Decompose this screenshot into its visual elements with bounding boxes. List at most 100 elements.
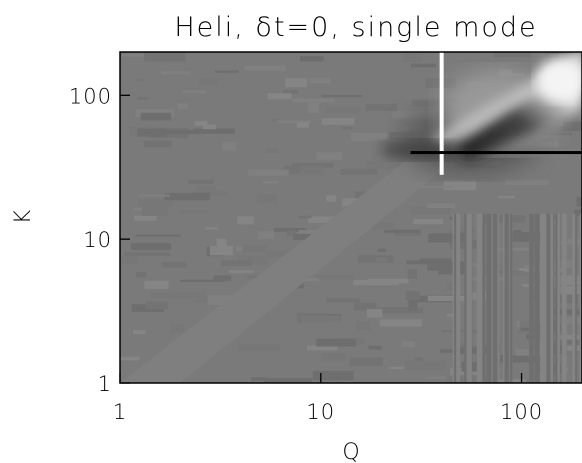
plot-area: [120, 52, 582, 383]
texture-patch: [440, 349, 456, 353]
texture-stripe: [544, 213, 547, 383]
texture-patch: [134, 215, 157, 221]
texture-patch: [271, 118, 281, 123]
texture-patch: [267, 93, 292, 100]
texture-patch: [401, 341, 416, 347]
texture-patch: [298, 215, 312, 219]
texture-patch: [165, 129, 200, 135]
texture-patch: [375, 257, 387, 263]
texture-stripe: [549, 213, 554, 383]
texture-patch: [544, 118, 579, 122]
heatmap-resonance-region: [380, 52, 582, 175]
texture-patch: [140, 112, 172, 121]
texture-patch: [312, 370, 354, 381]
texture-stripe: [494, 213, 498, 383]
texture-patch: [178, 103, 189, 110]
texture-patch: [523, 141, 560, 148]
texture-patch: [188, 179, 214, 184]
texture-patch: [296, 122, 310, 128]
texture-patch: [300, 315, 341, 323]
texture-patch: [214, 70, 239, 73]
texture-patch: [196, 186, 216, 192]
texture-patch: [161, 71, 190, 75]
texture-patch: [137, 97, 149, 100]
texture-patch: [554, 339, 582, 345]
texture-stripe: [540, 213, 545, 383]
texture-stripe: [579, 213, 582, 383]
texture-patch: [404, 360, 446, 370]
texture-patch: [277, 120, 311, 124]
texture-patch: [133, 79, 146, 82]
texture-patch: [368, 345, 382, 350]
texture-patch: [342, 127, 353, 130]
texture-patch: [264, 378, 312, 383]
texture-patch: [402, 53, 423, 62]
texture-patch: [292, 98, 335, 103]
texture-patch: [366, 161, 405, 170]
texture-patch: [138, 194, 170, 197]
texture-patch: [145, 301, 169, 310]
texture-stripe: [479, 213, 483, 383]
texture-patch: [505, 179, 550, 185]
texture-patch: [493, 52, 532, 58]
heatmap-texture: [120, 52, 582, 383]
texture-patch: [285, 78, 308, 88]
texture-patch: [362, 222, 395, 230]
texture-stripe: [486, 213, 492, 383]
texture-patch: [237, 216, 254, 225]
texture-patch: [143, 140, 172, 148]
texture-patch: [365, 104, 398, 112]
texture-patch: [205, 227, 218, 230]
texture-patch: [412, 99, 439, 107]
texture-patch: [342, 380, 354, 383]
texture-patch: [237, 255, 268, 265]
texture-patch: [170, 323, 185, 333]
texture-patch: [512, 64, 554, 74]
texture-patch: [383, 230, 421, 233]
texture-patch: [248, 169, 289, 176]
texture-patch: [477, 270, 524, 274]
texture-patch: [576, 196, 582, 207]
texture-patch: [574, 209, 582, 216]
texture-patch: [150, 292, 185, 298]
y-axis-label: K: [11, 209, 36, 224]
texture-patch: [316, 338, 356, 347]
texture-patch: [209, 246, 233, 256]
texture-patch: [207, 295, 237, 306]
texture-stripe: [510, 213, 513, 383]
texture-patch: [515, 349, 553, 356]
texture-patch: [563, 121, 582, 131]
texture-patch: [519, 321, 537, 328]
texture-patch: [133, 330, 146, 335]
texture-patch: [355, 321, 372, 331]
texture-patch: [283, 166, 300, 174]
texture-patch: [286, 229, 296, 237]
texture-patch: [413, 218, 444, 225]
texture-patch: [366, 309, 383, 318]
texture-patch: [310, 78, 331, 84]
texture-patch: [137, 128, 166, 137]
texture-patch: [299, 56, 324, 62]
texture-patch: [288, 165, 324, 176]
texture-patch: [291, 163, 334, 168]
texture-patch: [432, 260, 447, 271]
texture-stripe: [537, 213, 540, 383]
texture-patch: [283, 89, 299, 94]
texture-patch: [179, 210, 208, 213]
texture-patch: [426, 203, 455, 209]
texture-stripe: [482, 213, 486, 383]
texture-patch: [198, 77, 218, 86]
texture-patch: [326, 195, 337, 202]
texture-patch: [553, 240, 582, 245]
texture-patch: [545, 52, 559, 58]
texture-patch: [349, 357, 383, 367]
texture-patch: [121, 54, 147, 57]
texture-patch: [447, 313, 456, 317]
texture-patch: [216, 238, 227, 247]
texture-patch: [326, 106, 361, 114]
texture-patch: [500, 355, 545, 363]
texture-patch: [543, 294, 579, 303]
horizontal-line-feature: [410, 151, 582, 155]
texture-patch: [120, 356, 140, 361]
